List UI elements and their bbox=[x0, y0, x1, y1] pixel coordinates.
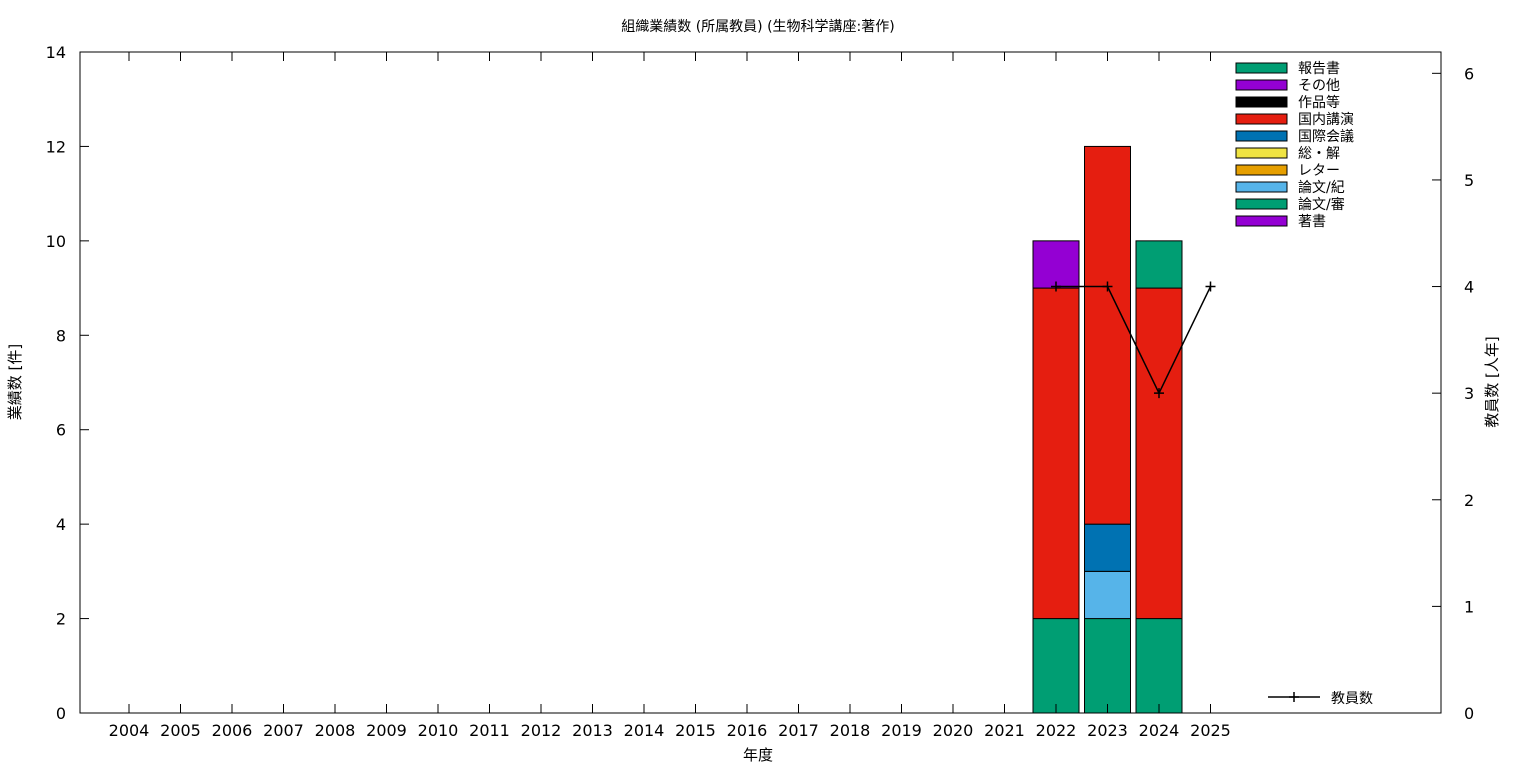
legend-line-label: 教員数 bbox=[1331, 691, 1373, 707]
y-tick-label: 0 bbox=[56, 704, 66, 723]
legend-label: 論文/紀 bbox=[1298, 180, 1345, 196]
legend-swatch bbox=[1235, 147, 1288, 159]
faculty-point bbox=[1205, 281, 1216, 292]
x-tick-label: 2016 bbox=[727, 721, 768, 740]
bar-segment bbox=[1032, 287, 1080, 620]
legend-swatch bbox=[1235, 198, 1288, 210]
x-tick-label: 2018 bbox=[830, 721, 871, 740]
x-tick-label: 2021 bbox=[984, 721, 1025, 740]
bar-segment bbox=[1032, 618, 1080, 714]
x-tick-label: 2022 bbox=[1036, 721, 1077, 740]
legend-label: 国際会議 bbox=[1298, 128, 1354, 145]
y2-tick-label: 5 bbox=[1464, 171, 1474, 190]
chart-title: 組織業績数 (所属教員) (生物科学講座:著作) bbox=[621, 19, 894, 35]
legend-label: レター bbox=[1298, 163, 1340, 179]
y2-tick-label: 2 bbox=[1464, 491, 1474, 510]
legend-label: 著書 bbox=[1298, 214, 1326, 230]
bar-segment bbox=[1084, 523, 1131, 572]
x-tick-label: 2010 bbox=[418, 721, 459, 740]
legend-swatch bbox=[1235, 113, 1288, 125]
x-tick-label: 2005 bbox=[160, 721, 201, 740]
plot-frame bbox=[79, 51, 1442, 714]
y2-tick-label: 6 bbox=[1464, 64, 1474, 83]
legend-swatch bbox=[1235, 79, 1288, 91]
legend-label: 作品等 bbox=[1298, 94, 1340, 111]
legend-label: 報告書 bbox=[1298, 61, 1340, 77]
legend-swatch bbox=[1235, 181, 1288, 193]
y-axis-label: 業績数 [件] bbox=[6, 344, 24, 420]
x-tick-label: 2025 bbox=[1190, 721, 1231, 740]
faculty-point bbox=[1102, 281, 1113, 292]
x-tick-label: 2009 bbox=[366, 721, 407, 740]
bar-segment bbox=[1084, 570, 1131, 620]
x-tick-label: 2006 bbox=[212, 721, 253, 740]
x-tick-label: 2014 bbox=[624, 721, 665, 740]
x-tick-label: 2013 bbox=[572, 721, 613, 740]
x-tick-label: 2004 bbox=[109, 721, 150, 740]
legend-swatch bbox=[1235, 215, 1288, 227]
y2-tick-label: 0 bbox=[1464, 704, 1474, 723]
x-tick-label: 2008 bbox=[315, 721, 356, 740]
y-tick-label: 2 bbox=[56, 610, 66, 629]
bar-segment bbox=[1084, 618, 1131, 714]
x-tick-label: 2012 bbox=[521, 721, 562, 740]
faculty-line-layer bbox=[1051, 281, 1216, 399]
y-tick-label: 12 bbox=[46, 137, 66, 156]
y-tick-label: 14 bbox=[46, 43, 66, 62]
bar-segment bbox=[1135, 618, 1183, 714]
faculty-line bbox=[1056, 285, 1212, 395]
y-tick-label: 4 bbox=[56, 515, 66, 534]
bars-layer bbox=[1032, 145, 1183, 714]
bar-segment bbox=[1032, 240, 1080, 289]
x-tick-label: 2011 bbox=[469, 721, 510, 740]
bar-segment bbox=[1084, 145, 1131, 525]
y2-tick-label: 1 bbox=[1464, 597, 1474, 616]
x-tick-label: 2007 bbox=[263, 721, 304, 740]
y-tick-label: 6 bbox=[56, 421, 66, 440]
x-axis-label: 年度 bbox=[743, 746, 773, 764]
faculty-point bbox=[1051, 281, 1061, 292]
y2-tick-label: 3 bbox=[1464, 384, 1474, 403]
x-tick-label: 2023 bbox=[1087, 721, 1128, 740]
legend-swatch bbox=[1235, 96, 1288, 108]
legend-swatch bbox=[1235, 164, 1288, 176]
y2-axis-label: 教員数 [人年] bbox=[1483, 336, 1501, 427]
y-tick-label: 10 bbox=[46, 232, 66, 251]
x-tick-label: 2024 bbox=[1139, 721, 1180, 740]
x-tick-label: 2017 bbox=[778, 721, 819, 740]
faculty-point bbox=[1154, 388, 1164, 399]
legend-label: 国内講演 bbox=[1298, 112, 1354, 128]
legend-label: 論文/審 bbox=[1298, 197, 1345, 213]
bar-segment bbox=[1135, 240, 1183, 289]
y-tick-label: 8 bbox=[56, 326, 66, 345]
x-tick-label: 2020 bbox=[933, 721, 974, 740]
legend-swatch bbox=[1235, 130, 1288, 142]
legend-swatch bbox=[1235, 62, 1288, 74]
y2-tick-label: 4 bbox=[1464, 278, 1474, 297]
legend-label: 総・解 bbox=[1298, 146, 1340, 162]
legend-label: その他 bbox=[1298, 78, 1340, 94]
bar-segment bbox=[1135, 287, 1183, 620]
legend-line-marker bbox=[1289, 692, 1299, 702]
x-tick-label: 2019 bbox=[881, 721, 922, 740]
x-tick-label: 2015 bbox=[675, 721, 716, 740]
